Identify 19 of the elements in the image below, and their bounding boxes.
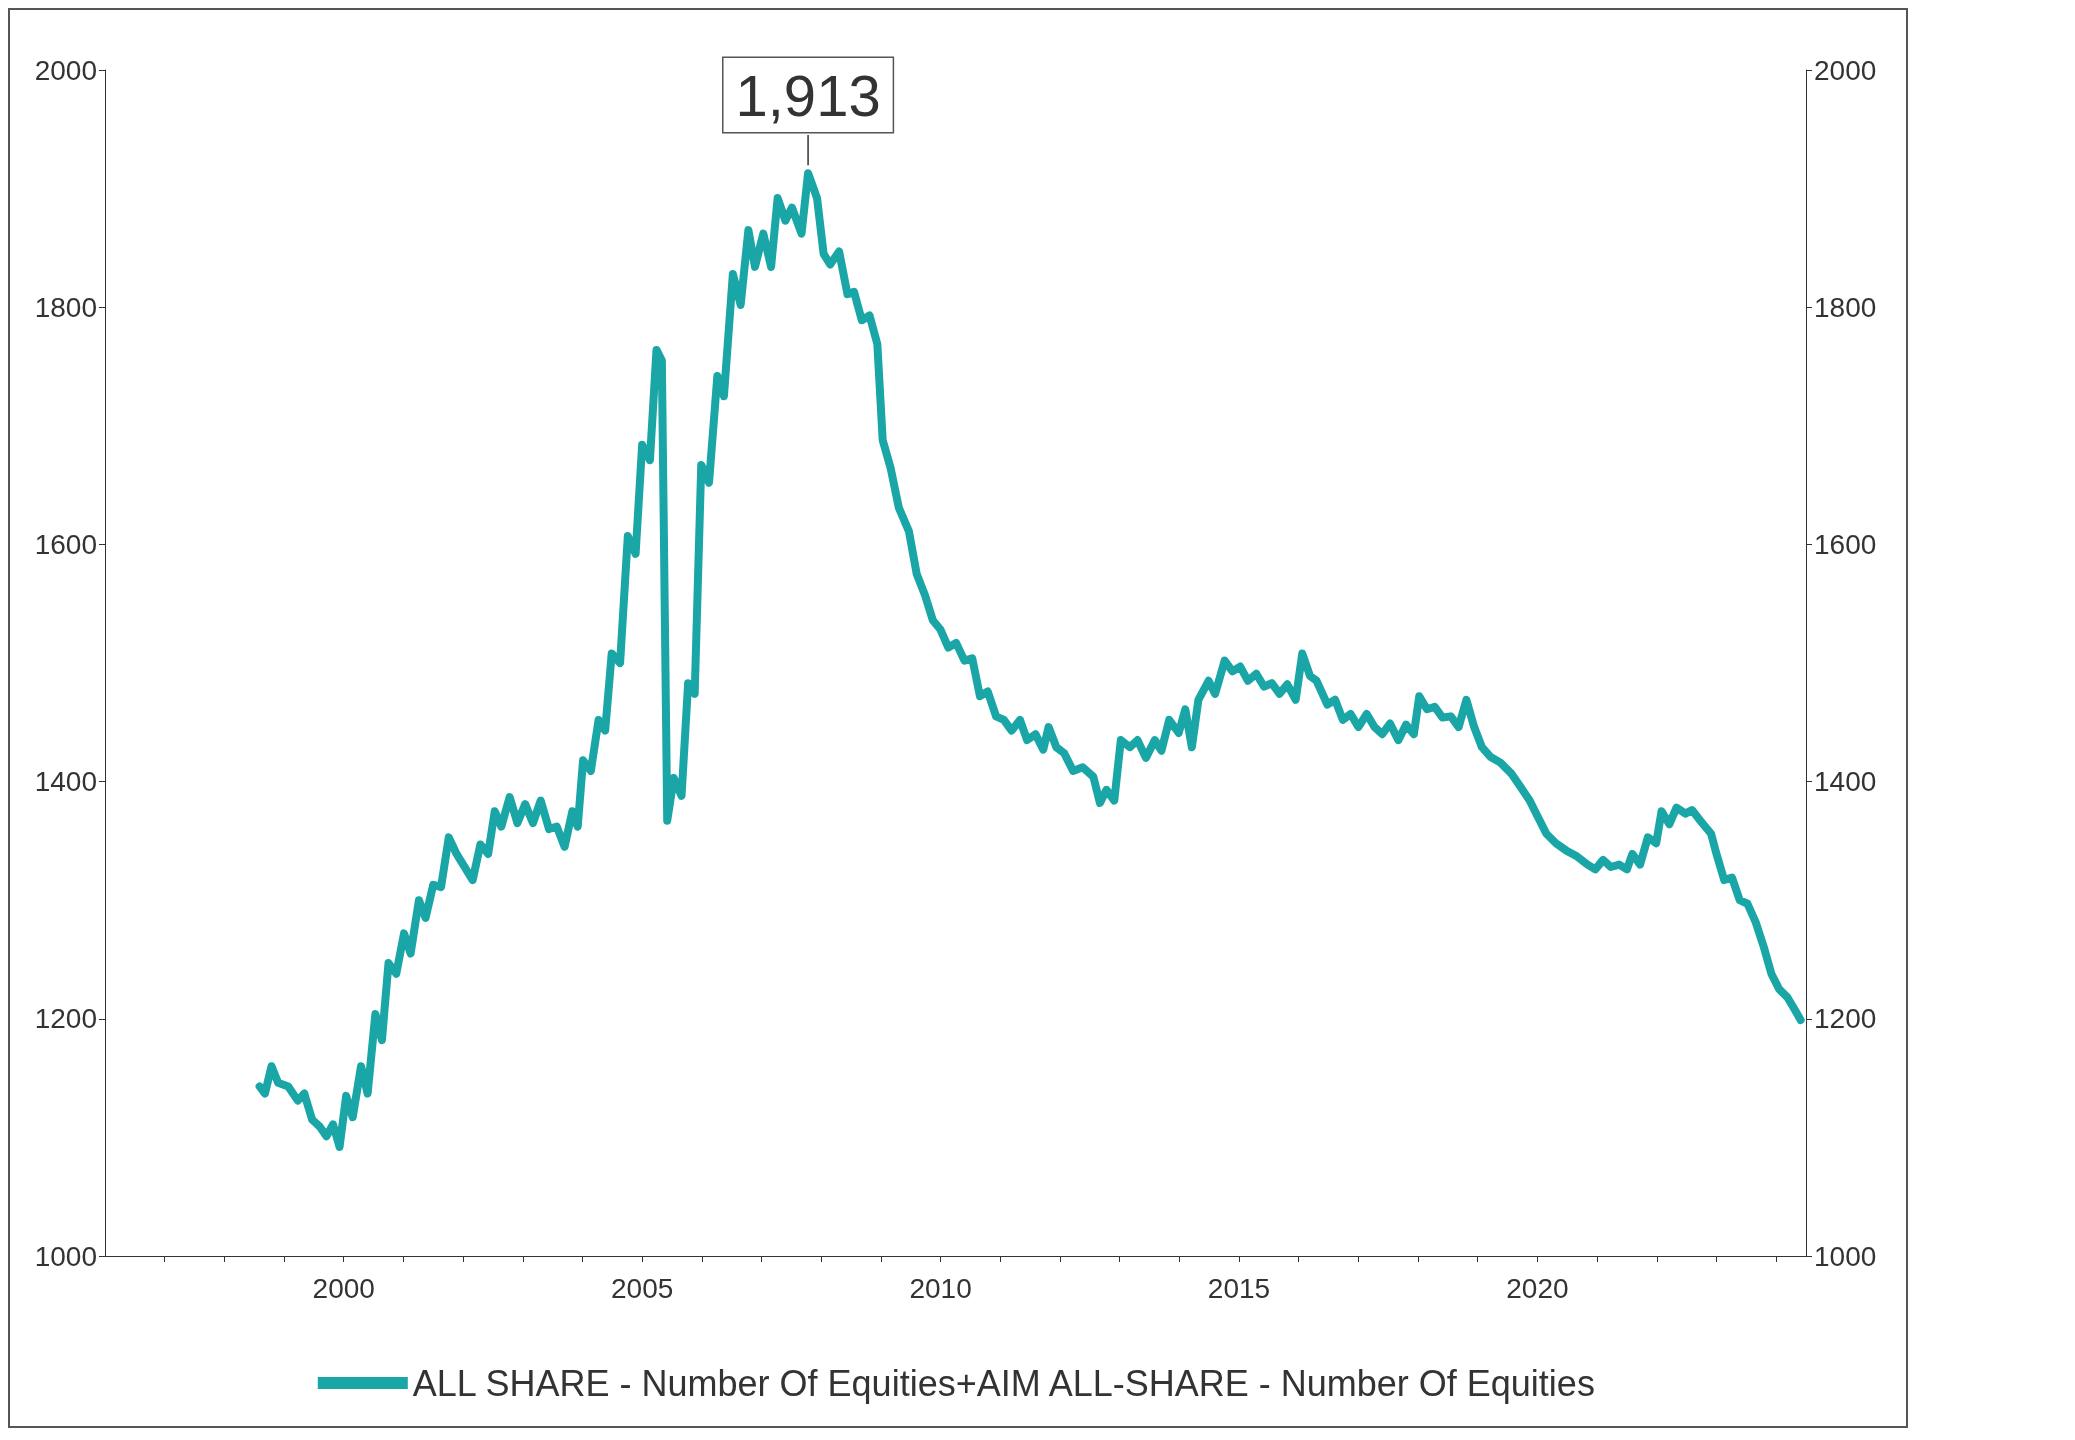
y-tick-label: 1000 (34, 1240, 97, 1272)
legend-label: ALL SHARE - Number Of Equities+AIM ALL-SHARE - Number Of Equities (412, 1362, 1595, 1404)
y-tick-label: 1200 (34, 1003, 97, 1035)
x-tick-label: 2005 (611, 1272, 674, 1304)
y2-tick-label: 1600 (1814, 528, 1877, 560)
y2-tick-label: 1800 (1814, 291, 1877, 323)
x-tick-label: 2000 (312, 1272, 375, 1304)
y-tick-label: 1800 (34, 291, 97, 323)
y-tick-label: 1400 (34, 766, 97, 798)
y2-tick-label: 1000 (1814, 1240, 1877, 1272)
y-tick-label: 1600 (34, 528, 97, 560)
x-tick-label: 2015 (1207, 1272, 1271, 1304)
x-tick-label: 2020 (1506, 1272, 1569, 1304)
y-tick-label: 2000 (34, 54, 97, 86)
y2-tick-label: 1200 (1814, 1003, 1877, 1035)
y2-tick-label: 2000 (1814, 54, 1877, 86)
y2-tick-label: 1400 (1814, 766, 1877, 798)
x-tick-label: 2010 (909, 1272, 972, 1304)
annotation: 1,913 (735, 62, 881, 128)
